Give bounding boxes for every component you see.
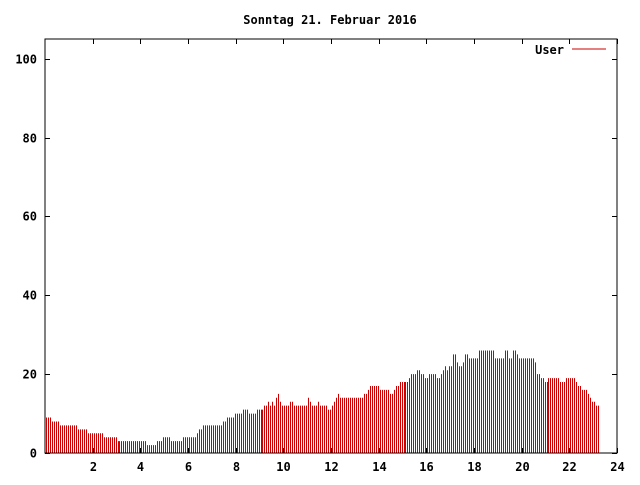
x-tick-label: 22: [562, 460, 576, 474]
x-tick-label: 20: [515, 460, 529, 474]
x-tick-label: 14: [372, 460, 386, 474]
x-tick-label: 12: [324, 460, 338, 474]
x-tick-label: 8: [233, 460, 240, 474]
y-axis: 0 20 40 60 80 100: [15, 53, 617, 461]
bars-layer: [46, 350, 599, 453]
x-tick-label: 24: [610, 460, 624, 474]
x-tick-label: 2: [90, 460, 97, 474]
x-tick-label: 16: [419, 460, 433, 474]
y-tick-label: 40: [23, 289, 37, 303]
y-tick-label: 80: [23, 132, 37, 146]
legend: User: [535, 43, 606, 57]
y-tick-label: 20: [23, 368, 37, 382]
x-tick-label: 6: [185, 460, 192, 474]
x-tick-label: 4: [137, 460, 144, 474]
chart-title: Sonntag 21. Februar 2016: [243, 13, 416, 27]
y-tick-label: 0: [30, 447, 37, 461]
legend-label: User: [535, 43, 564, 57]
x-axis: 2 4 6 8 10 12 14 16 18 20 22 24: [90, 39, 625, 474]
x-tick-label: 10: [276, 460, 290, 474]
x-tick-label: 18: [467, 460, 481, 474]
y-tick-label: 100: [15, 53, 37, 67]
y-tick-label: 60: [23, 210, 37, 224]
